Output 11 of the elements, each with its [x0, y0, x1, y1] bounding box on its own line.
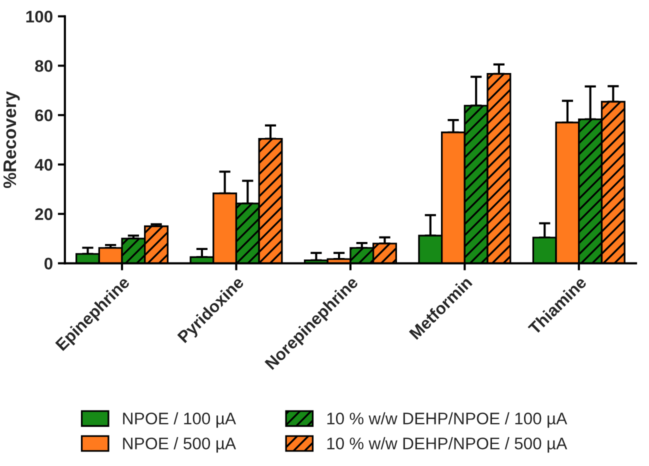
- y-tick-label: 100: [26, 10, 52, 23]
- y-tick-label: 20: [35, 208, 52, 220]
- legend-label: 10 % w/w DEHP/NPOE / 500 µA: [327, 437, 568, 453]
- y-tick-label: 40: [34, 158, 52, 171]
- y-tick-label: 80: [35, 60, 52, 72]
- legend-label: 10 % w/w DEHP/NPOE / 100 µA: [327, 412, 568, 428]
- y-tick-label: 60: [35, 110, 52, 122]
- legend-label: NPOE / 500 µA: [123, 437, 236, 453]
- legend-label: NPOE / 100 µA: [123, 412, 236, 428]
- y-axis-title: %Recovery: [3, 91, 20, 188]
- y-tick-label: 0: [44, 258, 52, 270]
